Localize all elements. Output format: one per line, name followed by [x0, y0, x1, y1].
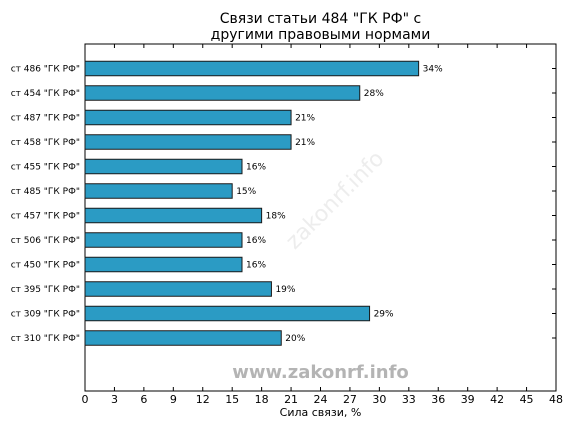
bar	[84, 60, 420, 77]
x-tick-label: 27	[343, 393, 357, 406]
bar	[84, 158, 243, 175]
y-tick-label: ст 309 "ГК РФ"	[11, 310, 80, 320]
bar	[84, 256, 243, 273]
data-label: 29%	[374, 310, 394, 320]
y-tick-label: ст 506 "ГК РФ"	[11, 236, 80, 246]
x-tick-label: 48	[549, 393, 563, 406]
data-label: 28%	[364, 89, 384, 99]
x-tick-label: 18	[255, 393, 269, 406]
data-labels: 34% 28% 21% 21% 16% 15% 18% 16% 16% 19% 29% 20%	[236, 65, 443, 345]
y-tick-label: ст 454 "ГК РФ"	[11, 89, 80, 99]
watermark: www.zakonrf.info	[232, 362, 409, 383]
bar	[84, 183, 233, 199]
x-tick-label: 12	[196, 393, 210, 406]
y-tick-label: ст 458 "ГК РФ"	[11, 138, 80, 148]
bar	[84, 281, 272, 297]
x-tick-label: 6	[140, 393, 147, 406]
bar	[84, 232, 243, 248]
y-tick-label: ст 485 "ГК РФ"	[11, 187, 80, 197]
bar	[84, 85, 361, 101]
bar	[84, 109, 292, 126]
data-label: 19%	[275, 285, 295, 295]
bars	[84, 60, 420, 346]
y-tick-labels: ст 486 "ГК РФ" ст 454 "ГК РФ" ст 487 "ГК Р…	[11, 65, 80, 345]
y-tick-label: ст 487 "ГК РФ"	[11, 114, 80, 124]
x-tick-labels: 0 3 6 9 12 15 18 21 24 27 30 33 36 39 42 45 48	[82, 393, 564, 406]
bar	[84, 207, 263, 224]
x-tick-label: 30	[372, 393, 386, 406]
data-label: 34%	[423, 65, 443, 75]
data-label: 15%	[236, 187, 256, 197]
bar	[84, 330, 282, 346]
y-tick-label: ст 310 "ГК РФ"	[11, 334, 80, 344]
data-label: 16%	[246, 236, 266, 246]
x-tick-label: 21	[284, 393, 298, 406]
bar	[84, 134, 292, 150]
x-tick-label: 36	[431, 393, 445, 406]
watermark-diagonal: zakonrf.info	[281, 146, 389, 254]
y-tick-label: ст 395 "ГК РФ"	[11, 285, 80, 295]
x-tick-label: 24	[314, 393, 328, 406]
x-tick-label: 15	[225, 393, 239, 406]
x-tick-label: 33	[402, 393, 416, 406]
data-label: 20%	[285, 334, 305, 344]
chart-title-line: другими правовыми нормами	[211, 27, 431, 43]
data-label: 21%	[295, 138, 315, 148]
bar	[84, 305, 371, 322]
y-tick-label: ст 450 "ГК РФ"	[11, 261, 80, 271]
x-tick-label: 3	[111, 393, 118, 406]
x-tick-label: 0	[82, 393, 89, 406]
x-tick-label: 45	[520, 393, 534, 406]
x-axis-label: Сила связи, %	[280, 406, 362, 419]
x-tick-label: 42	[490, 393, 504, 406]
y-tick-label: ст 457 "ГК РФ"	[11, 212, 80, 222]
data-label: 18%	[266, 212, 286, 222]
y-tick-label: ст 455 "ГК РФ"	[11, 163, 80, 173]
x-tick-label: 39	[461, 393, 475, 406]
y-tick-label: ст 486 "ГК РФ"	[11, 65, 80, 75]
data-label: 16%	[246, 163, 266, 173]
data-label: 21%	[295, 114, 315, 124]
data-label: 16%	[246, 261, 266, 271]
chart-title-line: Связи статьи 484 "ГК РФ" с	[220, 11, 421, 27]
x-tick-label: 9	[170, 393, 177, 406]
